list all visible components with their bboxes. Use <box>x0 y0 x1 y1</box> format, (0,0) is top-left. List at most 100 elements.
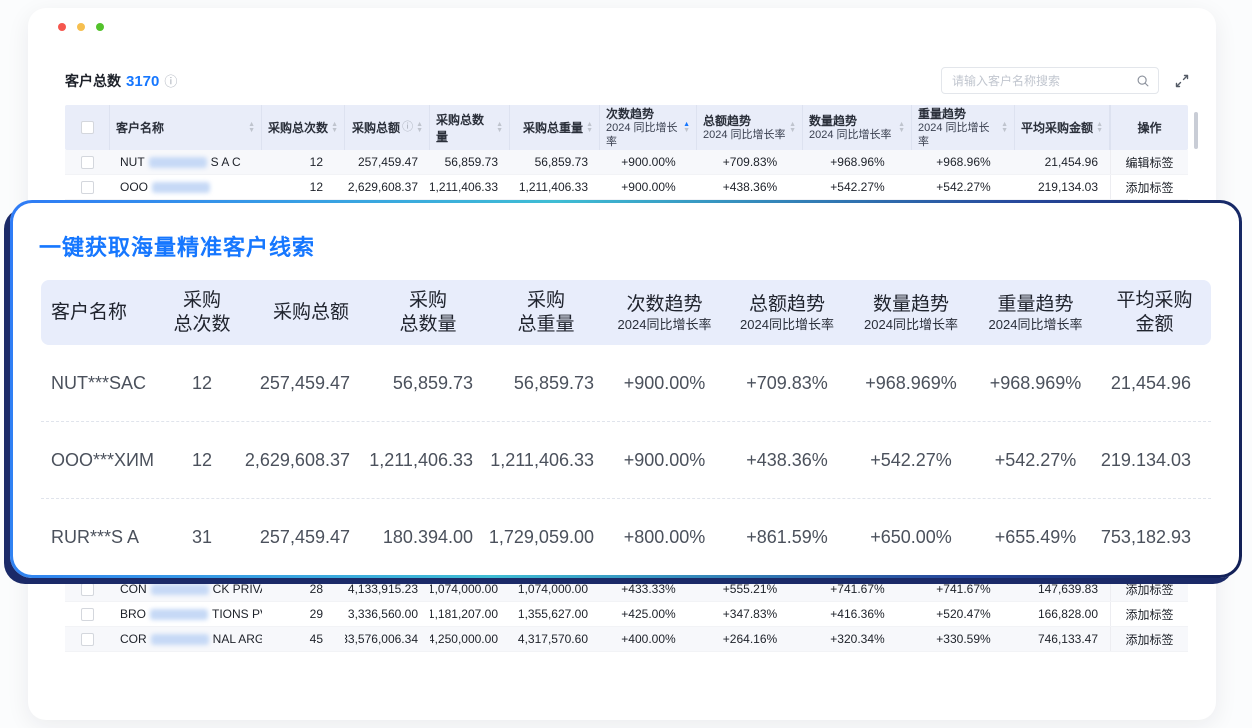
customer-total-count: 3170 <box>126 72 160 90</box>
col-header-times[interactable]: 采购总次数 ▲ ▼ <box>262 105 345 150</box>
row-select-cell[interactable] <box>65 602 110 626</box>
fullscreen-icon[interactable] <box>1173 72 1191 90</box>
sort-icon[interactable]: ▲ ▼ <box>789 120 796 134</box>
col-header-qty[interactable]: 采购总数量 ▲ ▼ <box>430 105 510 150</box>
avg-amount-cell: 166,828.00 <box>1037 607 1098 621</box>
row-checkbox[interactable] <box>81 180 94 194</box>
promo-overlay: 一键获取海量精准客户线索 客户名称 采购 总次数 采购总额 采购 总数量 采购 总重量… <box>10 200 1242 578</box>
customer-name-link[interactable]: OOO <box>110 175 262 199</box>
promo-qty-cell: 180.394.00 <box>382 527 473 547</box>
table-header-row: 客户名称 ▲ ▼ 采购总次数 ▲ ▼ 采购总额 ⓘ ▲ ▼ 采购总数量 ▲ ▼ 采购 <box>65 105 1188 150</box>
col-header-avg[interactable]: 平均采购金额 ▲ ▼ <box>1015 105 1110 150</box>
promo-trend-qty-cell: +650.00% <box>870 527 952 547</box>
tag-action-link[interactable]: 编辑标签 <box>1110 150 1188 174</box>
search-input[interactable] <box>952 73 1136 88</box>
trend-amount-cell: +438.36% <box>722 180 778 194</box>
purchase-qty-cell: 1,181,207.00 <box>430 607 498 621</box>
sort-icon[interactable]: ▲ ▼ <box>331 120 338 134</box>
close-window-icon[interactable] <box>58 23 66 31</box>
toolbar: 客户总数 3170 ⓘ <box>65 67 1189 157</box>
promo-amount-cell: 257,459.47 <box>259 527 350 547</box>
promo-weight-cell: 1,729,059.00 <box>488 527 594 547</box>
row-checkbox[interactable] <box>81 582 94 596</box>
promo-col-qty: 采购 总数量 <box>399 289 457 335</box>
minimize-window-icon[interactable] <box>77 23 85 31</box>
promo-trend-times-cell: +900.00% <box>623 372 706 393</box>
col-header-name[interactable]: 客户名称 ▲ ▼ <box>110 105 262 150</box>
row-select-cell[interactable] <box>65 150 110 174</box>
trend-weight-cell: +968.96% <box>936 155 991 169</box>
window-controls <box>58 23 104 31</box>
promo-table-row: RUR***S A 31 257,459.47 180.394.00 1,729… <box>41 499 1211 576</box>
col-header-trend-weight[interactable]: 重量趋势 2024 同比增长率 ▲ ▼ <box>912 105 1015 150</box>
col-header-amount[interactable]: 采购总额 ⓘ ▲ ▼ <box>345 105 430 150</box>
sort-icon[interactable]: ▲ ▼ <box>586 120 593 134</box>
purchase-times-cell: 28 <box>309 582 323 596</box>
trend-times-cell: +900.00% <box>621 155 676 169</box>
col-header-trend-times[interactable]: 次数趋势 2024 同比增长率 ▲ ▼ <box>600 105 697 150</box>
purchase-amount-cell: 4,133,915.23 <box>347 582 418 596</box>
sort-icon-active[interactable]: ▲ ▼ <box>683 120 690 134</box>
purchase-times-cell: 29 <box>309 607 323 621</box>
customer-search[interactable] <box>941 67 1159 94</box>
col-header-trend-qty[interactable]: 数量趋势 2024 同比增长率 ▲ ▼ <box>803 105 912 150</box>
select-all-cell[interactable] <box>65 105 110 150</box>
table-row: NUT S A C 12 257,459.47 56,859.73 56,859.… <box>65 150 1188 175</box>
row-checkbox[interactable] <box>81 155 94 169</box>
promo-avg-cell: 219.134.03 <box>1100 449 1191 470</box>
tag-action-link[interactable]: 添加标签 <box>1110 627 1188 651</box>
search-icon[interactable] <box>1136 74 1150 88</box>
sort-icon[interactable]: ▲ ▼ <box>248 120 255 134</box>
trend-amount-cell: +555.21% <box>722 582 778 596</box>
promo-col-amount: 采购总额 <box>272 301 349 323</box>
promo-amount-cell: 2,629,608.37 <box>244 449 350 470</box>
promo-col-name: 客户名称 <box>51 301 128 323</box>
promo-col-trend-qty: 数量趋势 2024同比增长率 <box>864 293 958 332</box>
row-select-cell[interactable] <box>65 627 110 651</box>
zoom-window-icon[interactable] <box>96 23 104 31</box>
row-checkbox[interactable] <box>81 632 94 646</box>
promo-table-row: OOO***ХИМ 12 2,629,608.37 1,211,406.33 1… <box>41 422 1211 499</box>
promo-times-cell: 12 <box>191 372 213 393</box>
promo-weight-cell: 1,211,406.33 <box>490 449 594 470</box>
info-icon[interactable]: ⓘ <box>402 121 414 133</box>
trend-qty-cell: +741.67% <box>830 582 885 596</box>
sort-icon[interactable]: ▲ ▼ <box>1001 120 1008 134</box>
promo-table-row: NUT***SAC 12 257,459.47 56,859.73 56,859… <box>41 345 1211 422</box>
trend-times-cell: +900.00% <box>621 180 676 194</box>
sort-icon[interactable]: ▲ ▼ <box>496 120 503 134</box>
purchase-times-cell: 12 <box>309 155 323 169</box>
promo-avg-cell: 753,182.93 <box>1100 527 1191 547</box>
select-all-checkbox[interactable] <box>80 121 94 134</box>
tag-action-link[interactable]: 添加标签 <box>1110 175 1188 199</box>
trend-times-cell: +433.33% <box>621 582 676 596</box>
customer-name-link[interactable]: NUT S A C <box>120 155 241 169</box>
tag-action-link[interactable]: 添加标签 <box>1110 602 1188 626</box>
promo-amount-cell: 257,459.47 <box>259 372 350 393</box>
sort-icon[interactable]: ▲ ▼ <box>1096 120 1103 134</box>
row-checkbox[interactable] <box>81 607 94 621</box>
row-select-cell[interactable] <box>65 175 110 199</box>
sort-icon[interactable]: ▲ ▼ <box>416 120 423 134</box>
trend-weight-cell: +330.59% <box>936 632 991 646</box>
info-icon[interactable]: ⓘ <box>164 73 178 89</box>
trend-qty-cell: +320.34% <box>830 632 885 646</box>
purchase-qty-cell: 1,211,406.33 <box>430 180 498 194</box>
tag-action-link[interactable]: 添加标签 <box>1110 577 1188 601</box>
trend-weight-cell: +741.67% <box>936 582 991 596</box>
promo-trend-weight-cell: +542.27% <box>994 449 1077 470</box>
sort-icon[interactable]: ▲ ▼ <box>898 120 905 134</box>
row-select-cell[interactable] <box>65 577 110 601</box>
table-scrollbar[interactable] <box>1194 112 1198 149</box>
promo-trend-amount-cell: +438.36% <box>746 449 828 470</box>
promo-trend-amount-cell: +861.59% <box>746 527 828 547</box>
col-header-weight[interactable]: 采购总重量 ▲ ▼ <box>510 105 600 150</box>
col-header-trend-amount[interactable]: 总额趋势 2024 同比增长率 ▲ ▼ <box>697 105 803 150</box>
